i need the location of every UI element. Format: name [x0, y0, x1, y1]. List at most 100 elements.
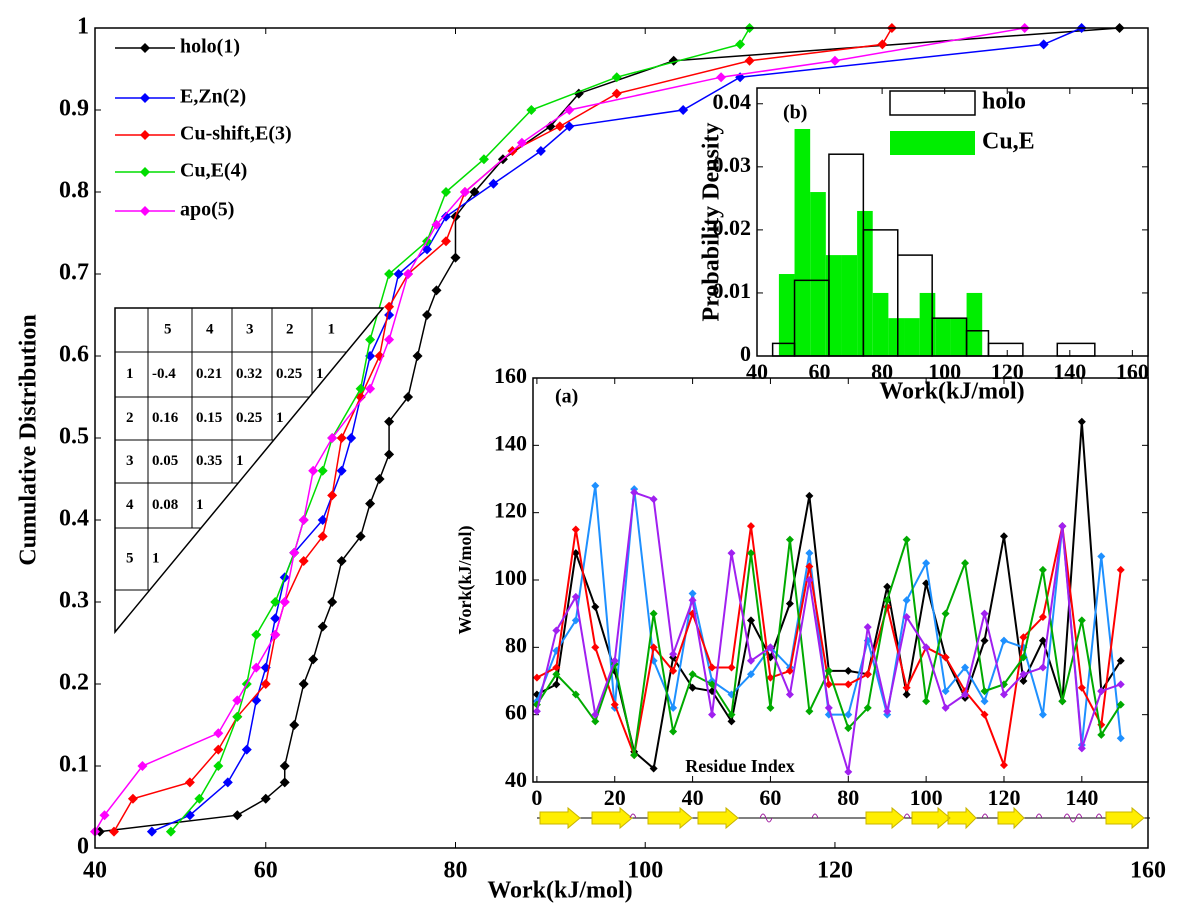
x-tick-label: 160: [1116, 359, 1149, 384]
x-tick-label: 20: [604, 785, 626, 810]
point: [766, 643, 775, 652]
point: [346, 433, 357, 443]
table-cell: 1: [236, 453, 244, 469]
y-tick-label: 0.3: [59, 588, 89, 614]
point: [980, 697, 989, 706]
table-cell: 0.15: [196, 410, 222, 426]
point: [688, 596, 697, 605]
y-tick-label: 0.03: [713, 152, 752, 177]
x-tick-label: 100: [627, 858, 663, 884]
table-header: 3: [246, 321, 254, 337]
table-row-label: 2: [126, 410, 134, 426]
table-row-label: 1: [126, 366, 134, 382]
point: [844, 680, 853, 689]
point: [213, 744, 224, 755]
point: [384, 269, 395, 279]
point: [384, 449, 395, 460]
point: [488, 178, 499, 189]
point: [941, 703, 950, 712]
point: [591, 710, 600, 719]
point: [980, 710, 989, 719]
table-header: 2: [286, 321, 294, 337]
x-tick-label: 80: [837, 785, 859, 810]
table-cell: 1: [152, 550, 160, 566]
point: [99, 810, 110, 821]
point: [298, 679, 309, 689]
point: [805, 562, 814, 571]
point: [374, 474, 385, 484]
point: [336, 556, 347, 566]
point: [1077, 744, 1086, 753]
point: [1038, 710, 1047, 719]
y-tick-label: 0.2: [59, 670, 89, 696]
point: [727, 663, 736, 672]
point: [824, 680, 833, 689]
y-tick-label: 160: [494, 363, 527, 388]
point: [403, 392, 414, 402]
point: [1077, 683, 1086, 692]
series-line: [99, 27, 1120, 833]
point: [999, 690, 1008, 699]
point: [999, 761, 1008, 770]
point: [805, 707, 814, 716]
point: [1019, 653, 1028, 662]
y-tick-label: 0: [740, 341, 751, 366]
point: [1038, 613, 1047, 622]
point: [746, 670, 755, 679]
hist-bar: [841, 255, 858, 356]
point: [552, 663, 561, 672]
point: [611, 72, 622, 83]
point: [1097, 552, 1106, 561]
point: [883, 707, 892, 716]
point: [298, 515, 309, 525]
point: [552, 670, 561, 679]
point: [298, 556, 309, 566]
point: [902, 596, 911, 605]
table-cell: 0.21: [196, 366, 222, 382]
point: [980, 687, 989, 696]
legend-label: Cu,E: [982, 129, 1035, 155]
point: [365, 498, 376, 509]
x-tick-label: 120: [991, 359, 1024, 384]
x-tick-label: 60: [809, 359, 831, 384]
point: [708, 680, 717, 689]
point: [863, 623, 872, 632]
point: [1077, 417, 1086, 426]
y-axis-label: Work(kJ/mol): [455, 525, 476, 634]
point: [412, 351, 423, 361]
hist-bar: [950, 318, 967, 356]
y-tick-label: 0.04: [713, 89, 752, 114]
point: [450, 252, 461, 263]
table-cell: 1: [316, 366, 324, 382]
point: [317, 531, 328, 542]
point: [688, 670, 697, 679]
table-cell: -0.4: [152, 366, 176, 382]
point: [564, 105, 575, 115]
table-row-label: 5: [126, 550, 134, 566]
point: [824, 666, 833, 675]
point: [961, 663, 970, 672]
point: [279, 777, 290, 788]
point: [746, 522, 755, 531]
point: [727, 717, 736, 726]
point: [213, 761, 224, 771]
table-cell: 1: [276, 410, 284, 426]
point: [961, 690, 970, 699]
point: [708, 710, 717, 719]
point: [844, 767, 853, 776]
point: [1038, 39, 1049, 50]
point: [422, 310, 433, 320]
point: [478, 154, 489, 165]
y-axis-label: Cumulative Distribution: [16, 314, 42, 565]
point: [735, 39, 746, 50]
point: [336, 465, 347, 476]
point: [877, 39, 888, 50]
point: [1097, 730, 1106, 739]
point: [649, 764, 658, 773]
y-tick-label: 100: [494, 565, 527, 590]
point: [165, 826, 176, 837]
point: [146, 826, 157, 837]
point: [365, 383, 376, 394]
point: [669, 703, 678, 712]
point: [1019, 633, 1028, 642]
